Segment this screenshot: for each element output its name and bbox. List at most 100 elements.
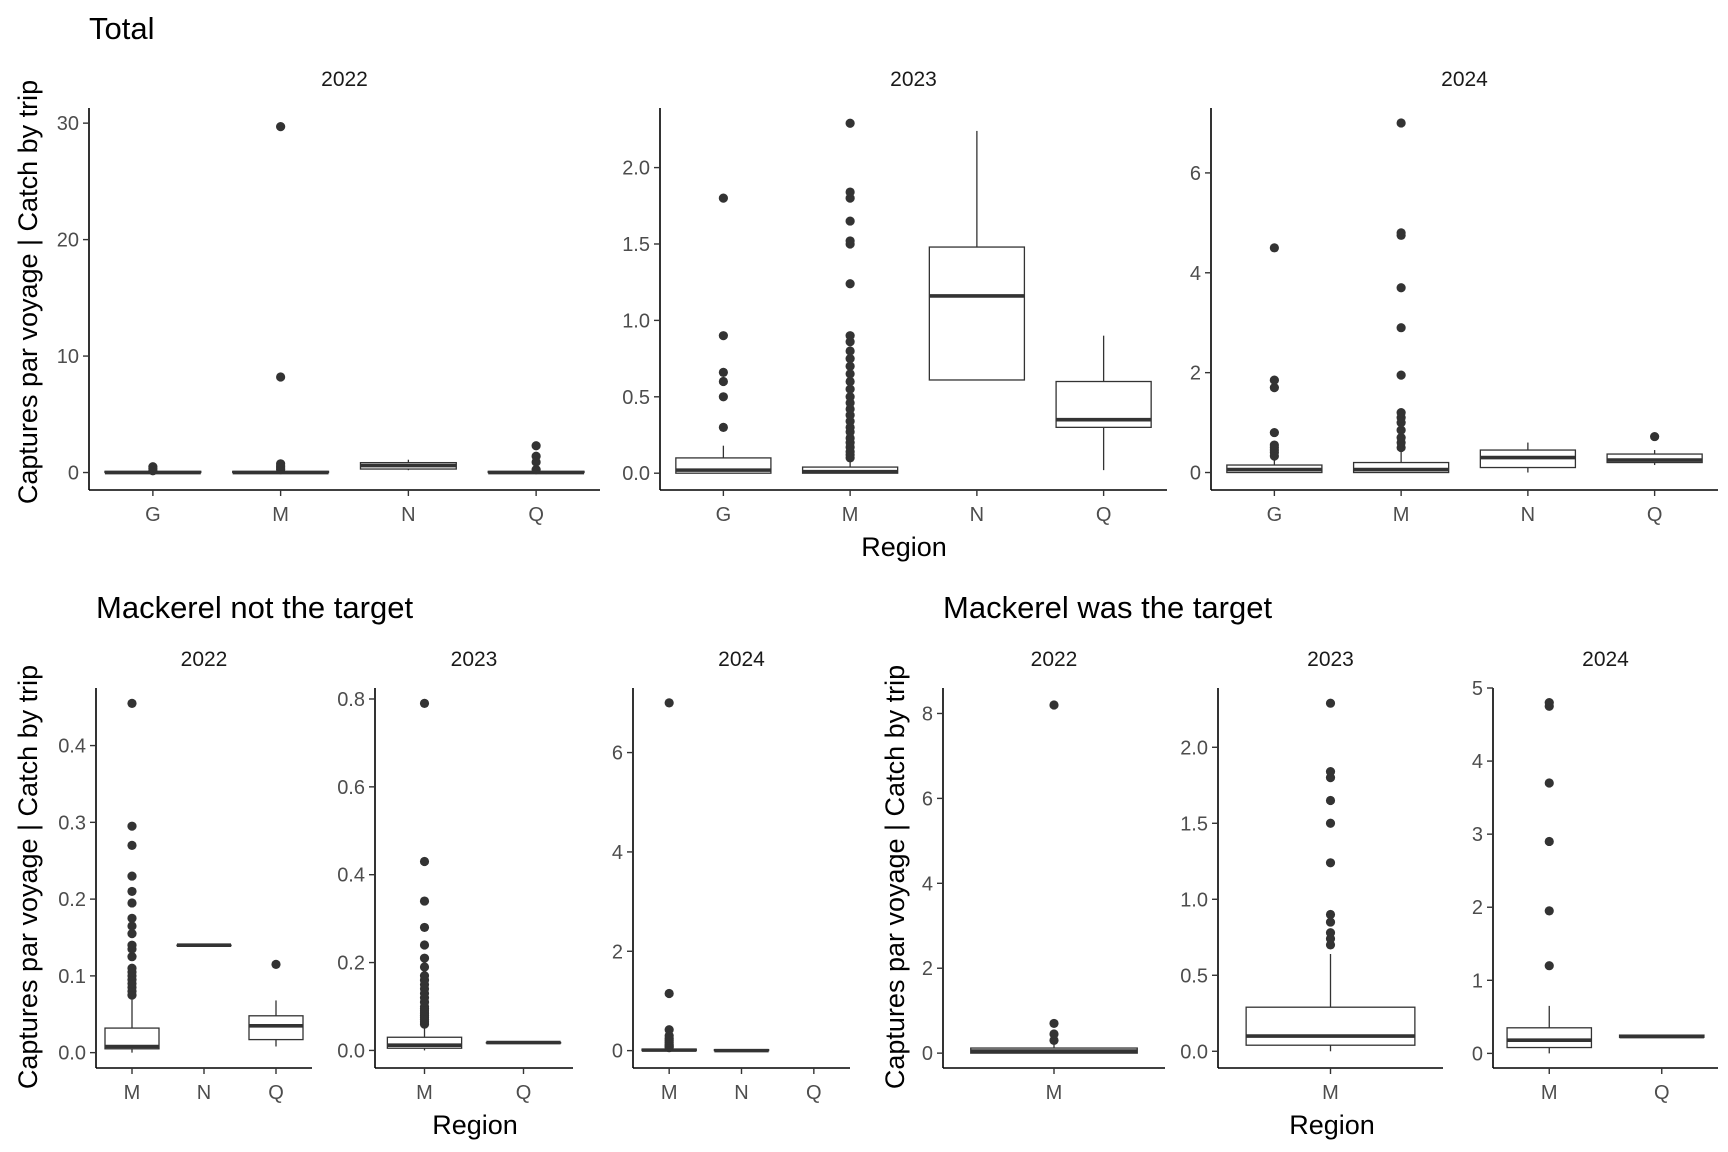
outlier-point (845, 331, 855, 341)
x-tick-label: Q (1096, 504, 1112, 526)
facet-label: 2022 (321, 68, 368, 91)
y-tick-label: 0 (1472, 1043, 1483, 1065)
y-tick-label: 30 (57, 113, 79, 135)
y-tick-label: 0.6 (337, 777, 365, 799)
outlier-point (1396, 323, 1406, 333)
box-body (248, 1015, 304, 1041)
outlier-point (531, 465, 541, 475)
outlier-point (127, 952, 137, 962)
outlier-point (1396, 408, 1406, 418)
section-title-not-target: Mackerel not the target (96, 590, 413, 625)
x-axis-label-target: Region (1289, 1110, 1375, 1140)
facet-label: 2024 (1582, 648, 1629, 671)
y-tick-label: 6 (1190, 163, 1201, 185)
outlier-point (718, 193, 728, 203)
box-M (1352, 118, 1450, 474)
box-M (970, 700, 1138, 1054)
box-M (232, 122, 330, 475)
box-M (1506, 698, 1593, 1054)
y-tick-label: 3 (1472, 824, 1483, 846)
outlier-point (271, 959, 281, 969)
y-tick-label: 6 (922, 788, 933, 810)
box-Q (487, 441, 585, 475)
outlier-point (1325, 928, 1336, 938)
outlier-point (1396, 425, 1406, 435)
y-axis-label-total: Captures par voyage | Catch by trip (13, 80, 43, 504)
outlier-point (1049, 1018, 1059, 1029)
facet-label: 2023 (451, 648, 498, 671)
y-tick-label: 1.5 (622, 234, 650, 256)
outlier-point (1325, 698, 1336, 708)
y-tick-label: 4 (1472, 751, 1483, 773)
panel-total-2024: 2024 0 2 4 6 G M N Q (1190, 68, 1718, 526)
box-N (1479, 442, 1577, 473)
y-tick-label: 0.4 (337, 865, 365, 887)
y-tick-label: 0.8 (337, 689, 365, 711)
box-body (928, 246, 1026, 381)
outlier-point (718, 422, 728, 432)
panel-target-2024: 2024 0 1 2 3 4 5 M Q (1472, 648, 1718, 1104)
box-Q (1055, 335, 1152, 471)
box-M (801, 118, 899, 474)
outlier-point (276, 122, 286, 132)
y-tick-label: 0.4 (58, 736, 86, 758)
outlier-point (845, 369, 855, 379)
outlier-point (1325, 858, 1336, 868)
y-tick-label: 5 (1472, 678, 1483, 700)
y-tick-label: 2.0 (622, 158, 650, 180)
box-M (104, 698, 160, 1053)
box-M (1245, 698, 1416, 1052)
y-tick-label: 1.0 (1180, 889, 1208, 911)
x-axis-label-total: Region (861, 532, 947, 562)
outlier-point (845, 346, 855, 356)
box-body (104, 1027, 160, 1050)
x-tick-label: N (1521, 504, 1535, 526)
outlier-point (1544, 698, 1554, 708)
outlier-point (1325, 818, 1336, 828)
box-G (104, 462, 202, 476)
outlier-point (1396, 228, 1406, 238)
y-tick-label: 2 (922, 958, 933, 980)
y-tick-label: 1 (1472, 970, 1483, 992)
y-tick-label: 2.0 (1180, 737, 1208, 759)
x-tick-label: Q (268, 1082, 284, 1104)
y-tick-label: 1.0 (622, 310, 650, 332)
panel-total-2022: 2022 0 10 20 30 G M N Q (57, 68, 600, 526)
x-tick-label: G (1267, 504, 1283, 526)
outlier-point (1325, 767, 1336, 777)
box-body (386, 1036, 463, 1049)
box-M (386, 698, 463, 1051)
y-tick-label: 0.2 (337, 953, 365, 975)
outlier-point (127, 840, 137, 850)
outlier-point (127, 898, 137, 908)
outlier-point (845, 216, 855, 226)
box-body (1506, 1027, 1593, 1049)
outlier-point (845, 187, 855, 197)
y-axis-label-not-target: Captures par voyage | Catch by trip (13, 665, 43, 1089)
x-tick-label: N (734, 1082, 748, 1104)
x-tick-label: M (1046, 1082, 1063, 1104)
outlier-point (1325, 917, 1336, 927)
y-tick-label: 4 (922, 873, 933, 895)
box-Q (248, 959, 304, 1047)
outlier-point (718, 392, 728, 402)
y-tick-label: 0.2 (58, 889, 86, 911)
panel-total-2023: 2023 0.0 0.5 1.0 1.5 2.0 G M N Q (622, 68, 1167, 526)
outlier-point (1544, 836, 1554, 847)
outlier-point (1396, 432, 1406, 443)
outlier-point (718, 376, 728, 387)
x-tick-label: M (1322, 1082, 1339, 1104)
box-G (675, 193, 772, 474)
outlier-point (1396, 118, 1406, 128)
x-tick-label: M (1393, 504, 1410, 526)
outlier-point (127, 886, 137, 897)
box-N (359, 459, 457, 471)
outlier-point (1049, 700, 1059, 710)
x-tick-label: M (661, 1082, 678, 1104)
outlier-point (718, 331, 728, 341)
y-tick-label: 0 (68, 463, 79, 485)
outlier-point (419, 962, 430, 972)
y-tick-label: 4 (612, 842, 623, 864)
outlier-point (1544, 778, 1554, 788)
y-tick-label: 0.5 (1180, 965, 1208, 987)
